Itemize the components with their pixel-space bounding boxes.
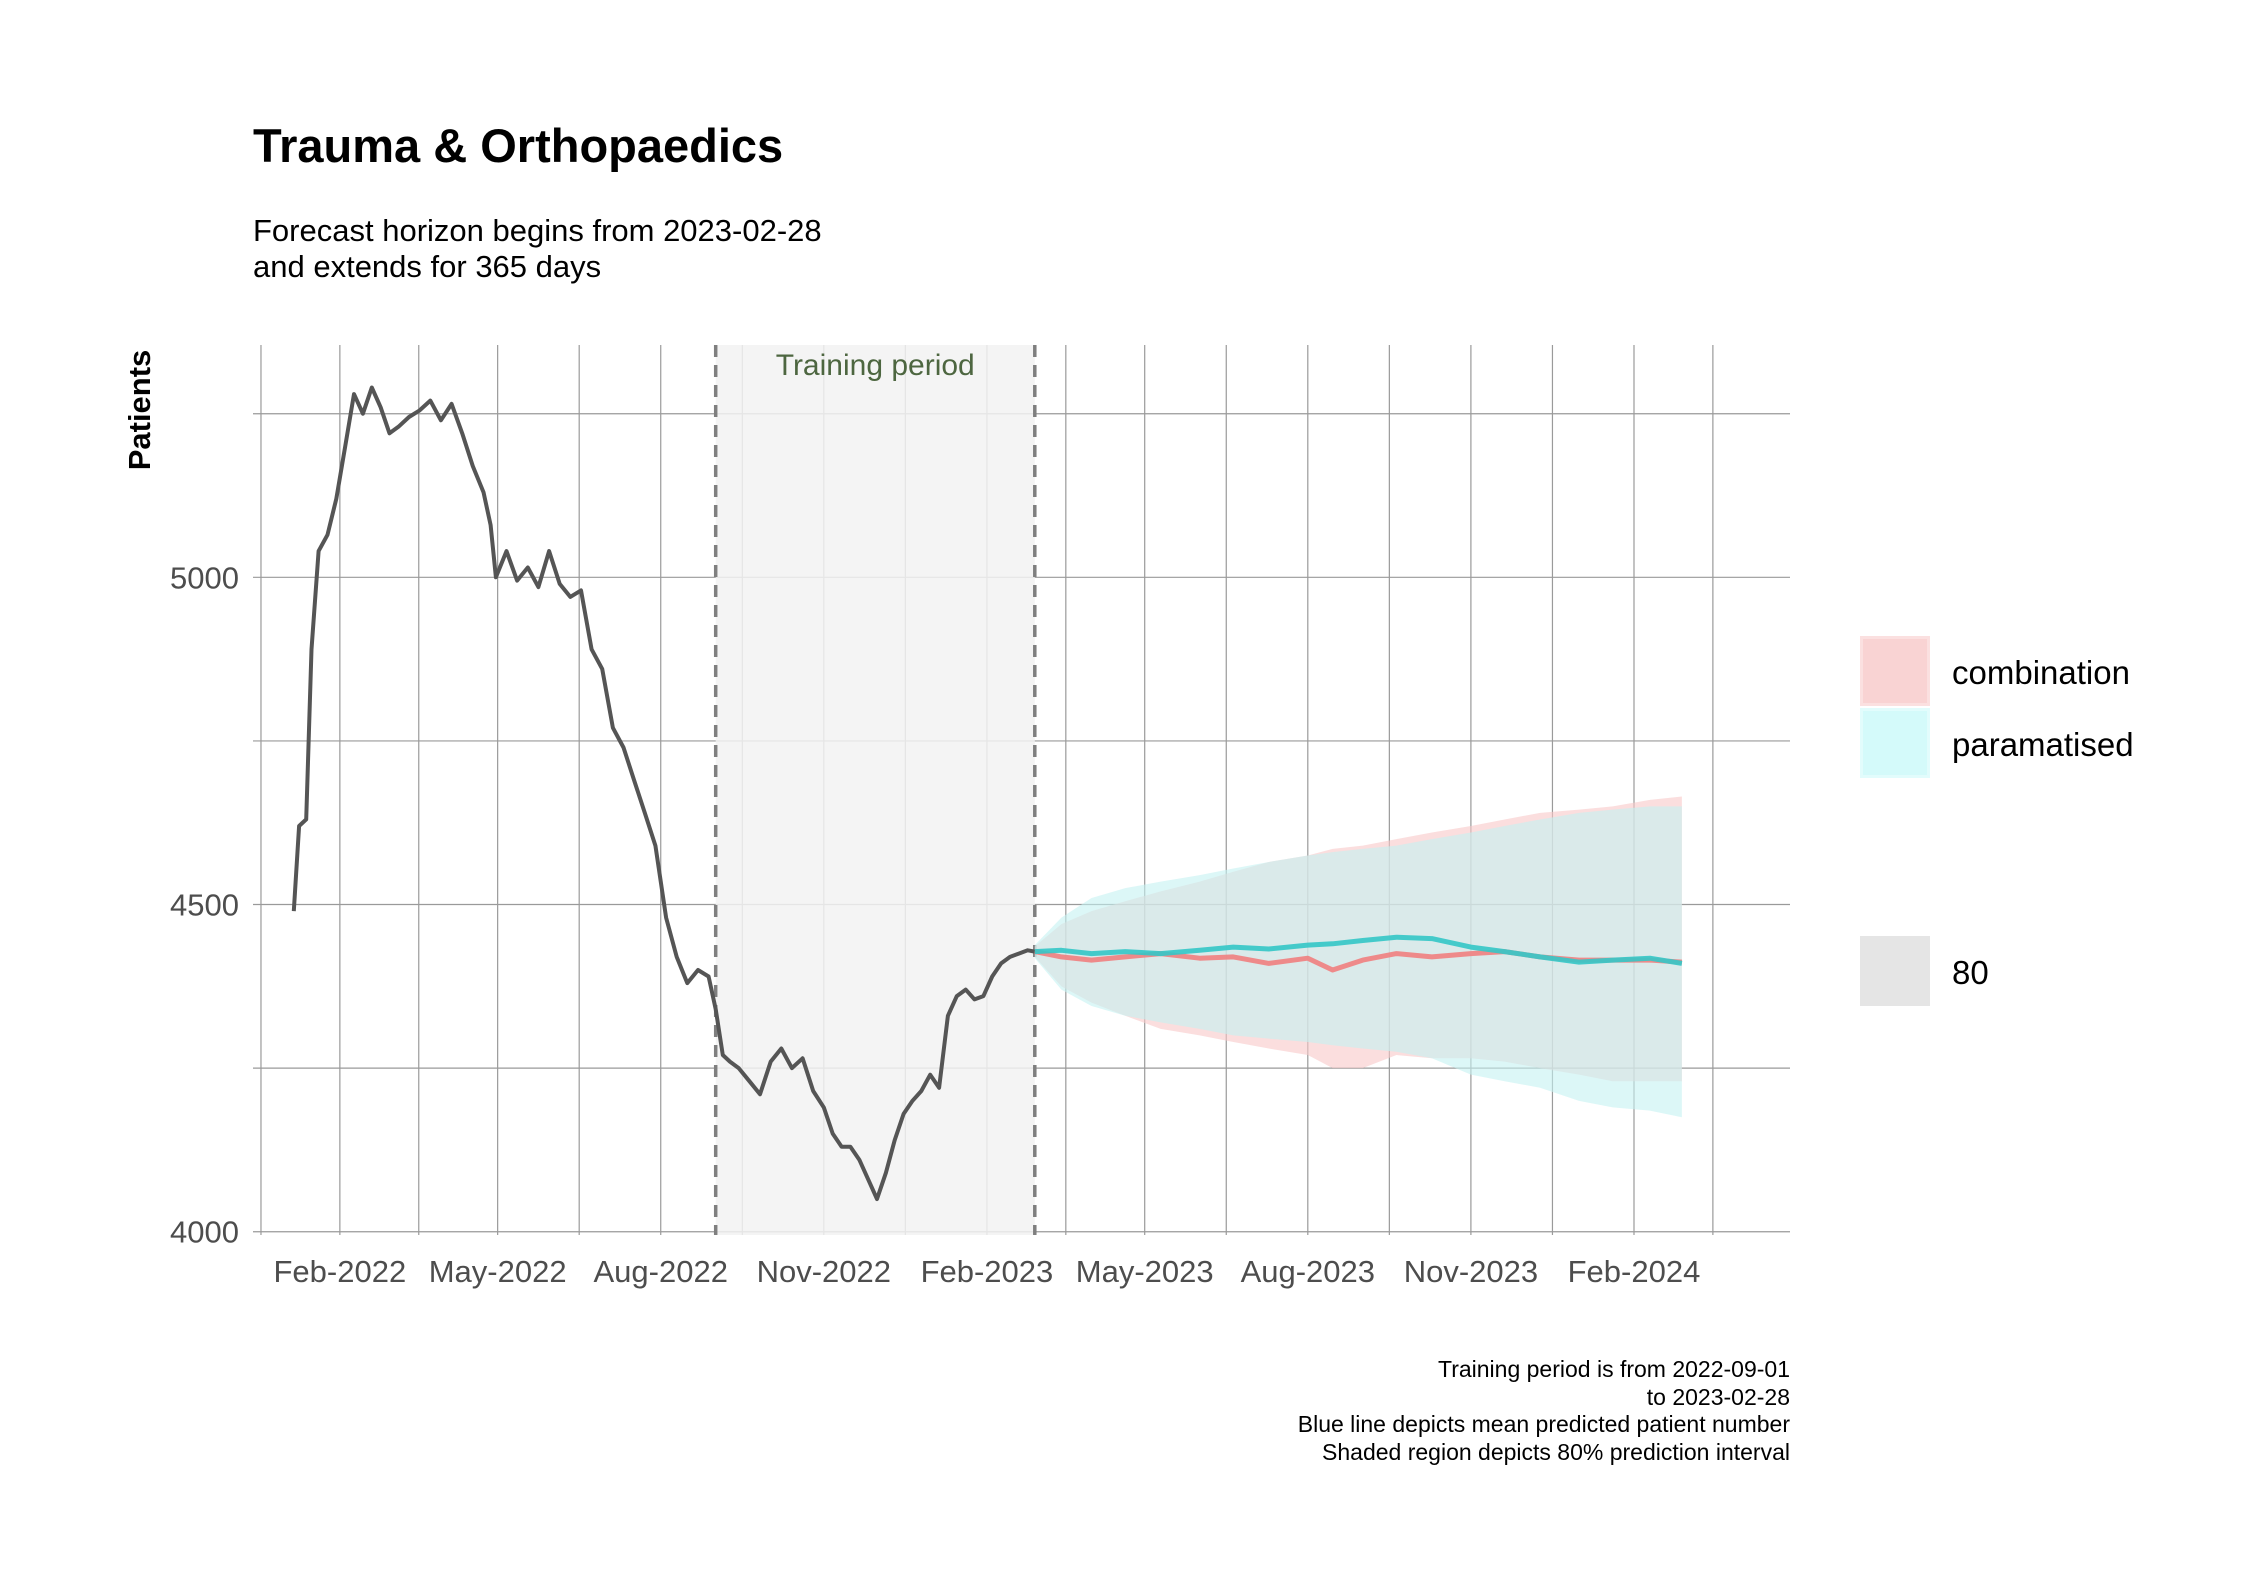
x-tick-label-1: May-2022 <box>429 1254 567 1289</box>
training-period-label: Training period <box>776 349 975 382</box>
subtitle-line-1: Forecast horizon begins from 2023-02-28 <box>253 213 822 248</box>
x-tick-label-4: Feb-2023 <box>921 1254 1054 1289</box>
y-tick-label-1: 4500 <box>170 888 239 923</box>
legend-label-level: 80 <box>1952 954 1989 991</box>
legend-item-combination: combination <box>1860 636 2260 706</box>
x-tick-labels: Feb-2022 May-2022 Aug-2022 Nov-2022 Feb-2023… <box>274 1254 1701 1289</box>
caption-line-4: Shaded region depicts 80% prediction int… <box>1322 1438 1790 1465</box>
y-axis-label: Patients <box>122 350 157 471</box>
y-tick-label-2: 5000 <box>170 560 239 595</box>
caption-line-3: Blue line depicts mean predicted patient… <box>1297 1411 1790 1437</box>
x-tick-label-6: Aug-2023 <box>1241 1254 1375 1289</box>
y-tick-label-0: 4000 <box>170 1215 239 1250</box>
y-tick-labels: 4000 4500 5000 <box>170 560 239 1249</box>
subtitle-line-2: and extends for 365 days <box>253 249 602 284</box>
legend-label-paramatised: paramatised <box>1952 726 2134 763</box>
caption-line-2: to 2023-02-28 <box>1646 1383 1790 1410</box>
historical-line <box>291 385 1036 1201</box>
mean-line-paramatised <box>1034 934 1683 966</box>
x-tick-label-2: Aug-2022 <box>594 1254 728 1289</box>
x-tick-label-0: Feb-2022 <box>274 1254 407 1289</box>
x-tick-label-3: Nov-2022 <box>757 1254 891 1289</box>
training-period-band <box>715 345 1035 1235</box>
legend-swatch-level <box>1860 936 1930 1006</box>
legend-item-paramatised: paramatised <box>1860 708 2260 778</box>
chart-subtitle: Forecast horizon begins from 2023-02-28 … <box>253 213 822 285</box>
x-tick-label-7: Nov-2023 <box>1404 1254 1538 1289</box>
chart-title: Trauma & Orthopaedics <box>253 119 784 172</box>
caption-line-1: Training period is from 2022-09-01 <box>1438 1356 1790 1382</box>
series-lines <box>291 385 1683 1201</box>
legend-swatch-paramatised <box>1860 708 1930 778</box>
legend-swatch-combination <box>1860 636 1930 706</box>
x-tick-label-5: May-2023 <box>1076 1254 1214 1289</box>
legend-item-level-80: 80 <box>1860 936 2260 1006</box>
legend-label-combination: combination <box>1952 654 2130 691</box>
x-tick-label-8: Feb-2024 <box>1568 1254 1701 1289</box>
chart-caption: Training period is from 2022-09-01 to 20… <box>1298 1356 1790 1466</box>
